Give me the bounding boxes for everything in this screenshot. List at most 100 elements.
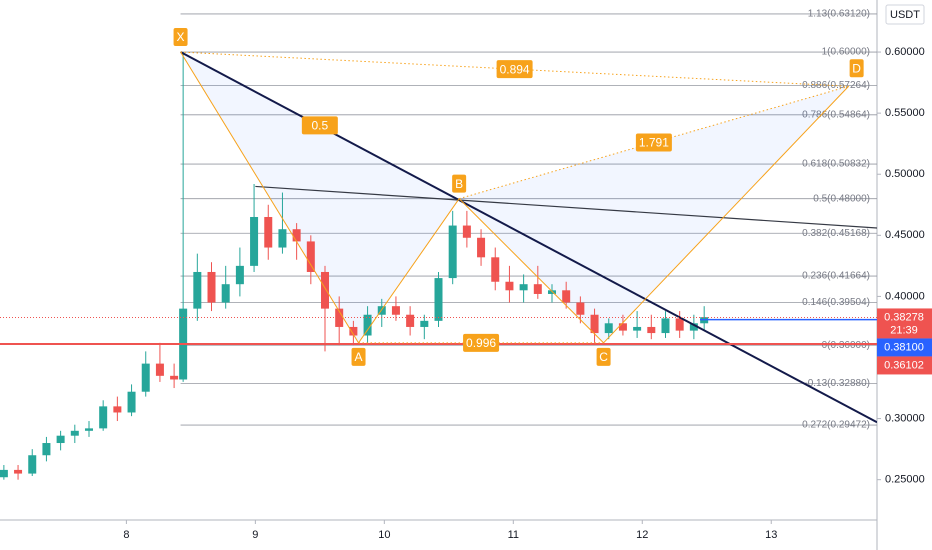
fib-label: 0.786(0.54864): [802, 109, 870, 120]
y-tick-label: 0.25000: [885, 474, 925, 486]
price-tag: [877, 308, 932, 339]
fib-label: 0.236(0.41664): [802, 271, 870, 282]
candle-body: [14, 469, 23, 474]
y-tick-label: 0.40000: [885, 290, 925, 302]
candle-body: [250, 216, 259, 266]
x-tick-label: 10: [378, 529, 390, 541]
ratio-box: [301, 116, 338, 135]
point-box: [173, 28, 188, 47]
fib-label: 0.146(0.39504): [802, 297, 870, 308]
fib-label: 0(0.36000): [822, 340, 870, 351]
candle-body: [84, 428, 93, 431]
y-tick-label: 0.45000: [885, 229, 925, 241]
candle-body: [42, 443, 51, 456]
pattern-leg: [458, 198, 604, 344]
ratio-label: 0.996: [466, 336, 496, 350]
point-box: [596, 347, 611, 366]
x-tick-label: 8: [123, 529, 129, 541]
candle-body: [661, 318, 670, 334]
point-label: X: [177, 30, 185, 44]
fib-label: 0.618(0.50832): [802, 159, 870, 170]
candle-body: [505, 281, 514, 291]
pattern-leg: [180, 51, 849, 87]
candle-body: [434, 278, 443, 321]
fib-label: 1.13(0.63120): [808, 9, 870, 20]
trend-line: [180, 51, 877, 424]
fib-label: 0.382(0.45168): [802, 228, 870, 239]
candle-body: [448, 225, 457, 279]
price-tag: [877, 356, 932, 375]
fib-label: -0.13(0.32880): [804, 378, 870, 389]
candle-body: [618, 323, 627, 331]
x-tick-label: 13: [765, 529, 777, 541]
price-tag: [877, 338, 932, 357]
candle-body: [235, 265, 244, 285]
ratio-box: [463, 333, 500, 352]
candle-body: [278, 229, 287, 248]
candle-body: [193, 271, 202, 309]
candle-body: [406, 314, 415, 327]
trend-line: [255, 185, 877, 229]
plot: 1.13(0.63120)1(0.60000)0.886(0.57264)0.7…: [0, 9, 877, 480]
candle-body: [113, 406, 122, 413]
candle-body: [292, 229, 301, 242]
pattern-leg: [603, 85, 849, 344]
x-tick-label: 9: [252, 529, 258, 541]
price-tag-label: 0.36102: [884, 359, 924, 371]
point-box: [452, 174, 467, 193]
candle-body: [155, 363, 164, 376]
candle-body: [170, 375, 179, 380]
price-tag-countdown: 21:39: [890, 324, 918, 336]
candle-body: [477, 237, 486, 258]
candle-body: [0, 469, 8, 478]
price-tag-label: 0.38278: [884, 311, 924, 323]
x-tick-label: 12: [636, 529, 648, 541]
candle-body: [28, 455, 37, 474]
y-tick-label: 0.55000: [885, 107, 925, 119]
candle-body: [547, 290, 556, 294]
candle-body: [363, 314, 372, 336]
candle-body: [420, 320, 429, 327]
y-tick-label: 0.60000: [885, 46, 925, 58]
candle-body: [377, 306, 386, 315]
price-tag-label: 0.38100: [884, 341, 924, 353]
candle-body: [391, 306, 400, 315]
candle-body: [321, 271, 330, 309]
quote-currency[interactable]: USDT: [890, 9, 920, 21]
point-label: C: [599, 350, 608, 364]
candle-body: [349, 326, 358, 336]
candle-body: [689, 323, 698, 331]
candle-body: [533, 284, 542, 294]
candle-body: [519, 284, 528, 291]
ratio-box: [635, 133, 672, 152]
y-tick-label: 0.30000: [885, 412, 925, 424]
ratio-box: [496, 60, 533, 79]
fib-label: 0.5(0.48000): [813, 193, 870, 204]
quote-box[interactable]: [885, 4, 925, 25]
point-box: [849, 59, 864, 78]
candle-body: [590, 314, 599, 334]
candle-body: [675, 318, 684, 331]
point-box: [351, 347, 366, 366]
candle-body: [221, 284, 230, 303]
candle-body: [462, 225, 471, 238]
candle-body: [56, 435, 65, 444]
point-label: A: [355, 350, 363, 364]
candle-body: [604, 323, 613, 334]
ratio-label: 0.5: [312, 119, 329, 133]
candle-body: [647, 326, 656, 334]
pattern-fill: [180, 52, 460, 343]
fib-label: 0.272(0.29472): [802, 420, 870, 431]
ratio-label: 0.894: [500, 62, 530, 76]
fib-label: 1(0.60000): [822, 47, 870, 58]
candle-body: [306, 241, 315, 272]
pattern-leg: [180, 51, 359, 344]
candle-body: [127, 391, 136, 413]
candle-body: [633, 326, 642, 331]
pattern-leg: [358, 198, 460, 344]
x-tick-label: 11: [508, 529, 519, 541]
y-tick-label: 0.50000: [885, 168, 925, 180]
candle-body: [207, 271, 216, 303]
